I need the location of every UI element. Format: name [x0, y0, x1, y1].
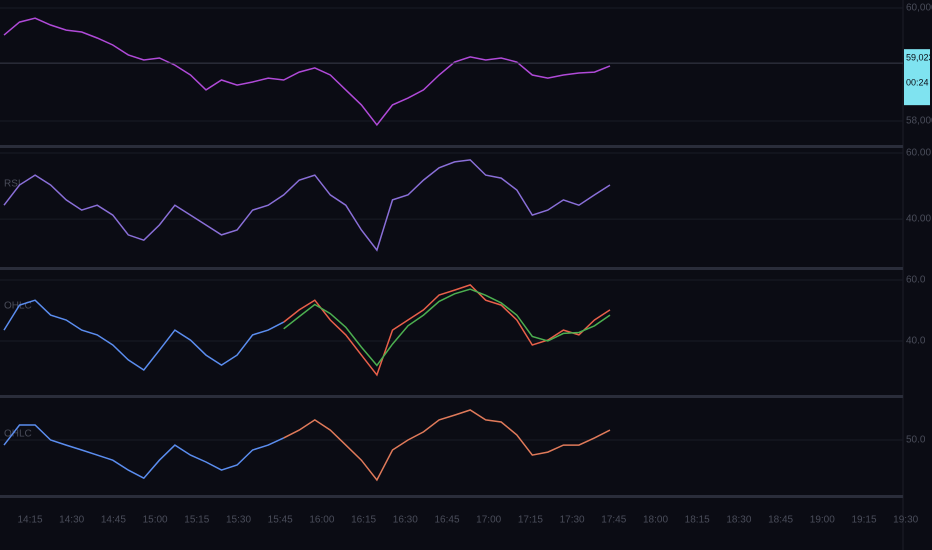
- series-line: [3, 159, 611, 252]
- x-tick-label: 14:45: [101, 515, 126, 526]
- x-tick-label: 17:30: [560, 515, 585, 526]
- last-price-box: [904, 49, 930, 106]
- y-tick-label: 40.0: [906, 336, 926, 347]
- series-line: [3, 424, 285, 480]
- x-tick-label: 18:30: [726, 515, 751, 526]
- series-line: [3, 299, 285, 372]
- series-line: [283, 288, 611, 367]
- pane-label: RSI: [4, 179, 21, 190]
- x-tick-label: 17:00: [476, 515, 501, 526]
- x-tick-label: 16:45: [434, 515, 459, 526]
- y-tick-label: 60.0: [906, 275, 926, 286]
- y-tick-label: 40.00: [906, 214, 931, 225]
- x-tick-label: 18:15: [685, 515, 710, 526]
- x-tick-label: 14:30: [59, 515, 84, 526]
- x-tick-label: 15:45: [268, 515, 293, 526]
- x-tick-label: 15:30: [226, 515, 251, 526]
- series-line: [283, 409, 611, 482]
- y-tick-label: 60.00: [906, 148, 931, 159]
- x-tick-label: 16:15: [351, 515, 376, 526]
- x-tick-label: 16:00: [309, 515, 334, 526]
- x-tick-label: 18:45: [768, 515, 793, 526]
- pane-label: OHLC: [4, 301, 32, 312]
- x-tick-label: 17:45: [601, 515, 626, 526]
- x-tick-label: 19:00: [810, 515, 835, 526]
- x-tick-label: 17:15: [518, 515, 543, 526]
- x-tick-label: 18:00: [643, 515, 668, 526]
- x-tick-label: 15:15: [184, 515, 209, 526]
- y-tick-label: 50.0: [906, 435, 926, 446]
- y-tick-label: 58,000.0: [906, 116, 932, 127]
- x-tick-label: 19:30: [893, 515, 918, 526]
- y-tick-label: 60,000.0: [906, 3, 932, 14]
- countdown-label: 00:24: [906, 78, 929, 88]
- pane-label: OHLC: [4, 429, 32, 440]
- x-tick-label: 15:00: [143, 515, 168, 526]
- x-tick-label: 19:15: [851, 515, 876, 526]
- x-tick-label: 14:15: [17, 515, 42, 526]
- series-line: [3, 17, 611, 127]
- last-price-label: 59,023.8: [906, 53, 932, 63]
- series-line: [283, 284, 611, 377]
- x-tick-label: 16:30: [393, 515, 418, 526]
